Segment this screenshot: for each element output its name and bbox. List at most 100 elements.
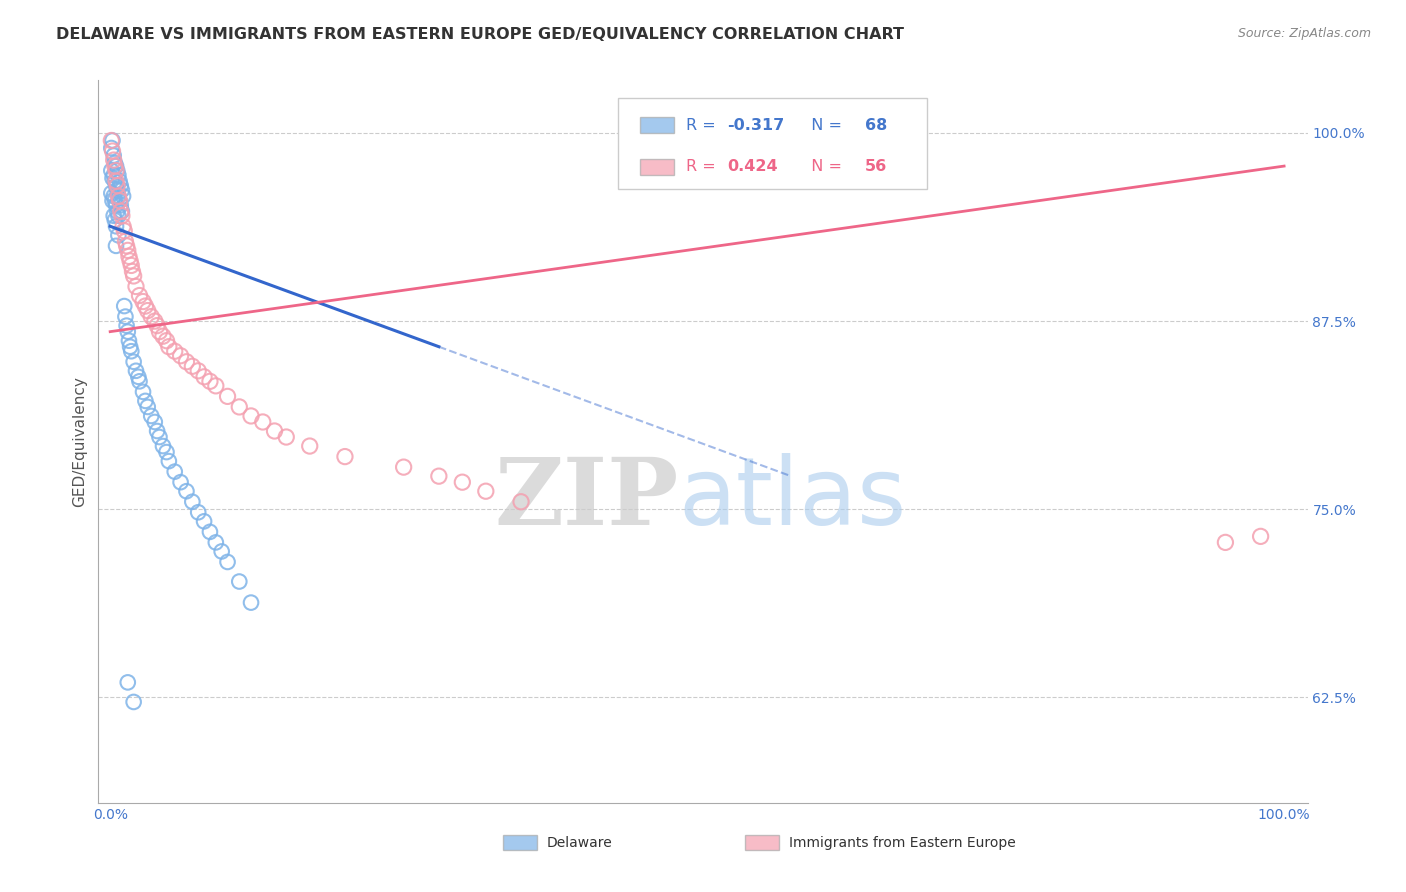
Point: [152, 439, 174, 453]
Point: [108, 194, 131, 208]
Text: DELAWARE VS IMMIGRANTS FROM EASTERN EUROPE GED/EQUIVALENCY CORRELATION CHART: DELAWARE VS IMMIGRANTS FROM EASTERN EURO…: [56, 27, 904, 42]
Point: [152, 329, 174, 343]
Point: [100, 186, 122, 201]
Point: [100, 141, 122, 155]
Text: N =: N =: [801, 118, 846, 133]
Point: [198, 375, 221, 389]
Point: [105, 198, 128, 212]
Point: [120, 344, 142, 359]
Point: [134, 393, 156, 408]
Point: [176, 355, 198, 369]
Point: [112, 189, 135, 203]
Point: [198, 524, 221, 539]
Point: [112, 224, 135, 238]
Point: [105, 204, 128, 219]
Point: [204, 379, 226, 393]
Point: [105, 178, 128, 193]
Point: [100, 133, 122, 147]
Point: [114, 235, 136, 249]
Point: [217, 555, 239, 569]
Point: [252, 415, 274, 429]
Point: [120, 253, 142, 268]
Text: N =: N =: [801, 160, 846, 174]
Point: [122, 355, 145, 369]
Text: 0.424: 0.424: [727, 160, 778, 174]
Point: [101, 171, 124, 186]
Point: [115, 239, 138, 253]
Point: [155, 334, 177, 348]
Point: [110, 204, 132, 219]
Point: [127, 369, 149, 384]
FancyBboxPatch shape: [503, 835, 537, 850]
Point: [228, 574, 250, 589]
Point: [122, 695, 145, 709]
Point: [240, 596, 263, 610]
Point: [217, 389, 239, 403]
Point: [103, 189, 125, 203]
Point: [298, 439, 321, 453]
Point: [105, 219, 128, 234]
Point: [101, 194, 124, 208]
Point: [104, 174, 127, 188]
Point: [143, 415, 166, 429]
Point: [112, 219, 135, 234]
Point: [193, 369, 215, 384]
Text: R =: R =: [686, 118, 721, 133]
FancyBboxPatch shape: [745, 835, 779, 850]
Point: [228, 400, 250, 414]
Point: [115, 318, 138, 333]
Point: [132, 294, 155, 309]
Point: [333, 450, 356, 464]
Point: [107, 189, 129, 203]
Point: [105, 163, 128, 178]
Point: [103, 209, 125, 223]
Point: [427, 469, 450, 483]
Text: ZIP: ZIP: [495, 454, 679, 544]
Point: [110, 198, 132, 212]
Point: [107, 228, 129, 243]
Point: [105, 239, 128, 253]
FancyBboxPatch shape: [640, 159, 673, 175]
Point: [187, 505, 209, 519]
Point: [187, 364, 209, 378]
Point: [204, 535, 226, 549]
Text: 56: 56: [865, 160, 887, 174]
Point: [121, 264, 143, 278]
Point: [120, 259, 142, 273]
Point: [157, 454, 180, 468]
Text: atlas: atlas: [679, 453, 907, 545]
Text: Immigrants from Eastern Europe: Immigrants from Eastern Europe: [789, 836, 1015, 849]
Point: [148, 430, 170, 444]
Point: [105, 174, 128, 188]
Point: [132, 384, 155, 399]
Point: [143, 314, 166, 328]
Point: [104, 194, 127, 208]
Y-axis label: GED/Equivalency: GED/Equivalency: [72, 376, 87, 507]
Point: [451, 475, 474, 490]
Point: [169, 475, 191, 490]
Point: [163, 465, 186, 479]
Point: [117, 325, 139, 339]
Point: [108, 174, 131, 188]
Text: R =: R =: [686, 160, 721, 174]
Point: [510, 494, 533, 508]
Point: [117, 244, 139, 258]
Point: [475, 484, 498, 499]
Point: [128, 288, 150, 302]
Point: [193, 514, 215, 528]
Point: [110, 178, 132, 193]
Text: Delaware: Delaware: [547, 836, 613, 849]
Point: [1215, 535, 1237, 549]
Point: [211, 544, 233, 558]
Point: [169, 349, 191, 363]
Point: [157, 340, 180, 354]
Point: [141, 310, 163, 324]
Point: [101, 144, 124, 158]
FancyBboxPatch shape: [619, 98, 927, 189]
Point: [105, 159, 128, 173]
Point: [163, 344, 186, 359]
Point: [111, 209, 134, 223]
Point: [107, 209, 129, 223]
Point: [134, 299, 156, 313]
Point: [118, 334, 141, 348]
